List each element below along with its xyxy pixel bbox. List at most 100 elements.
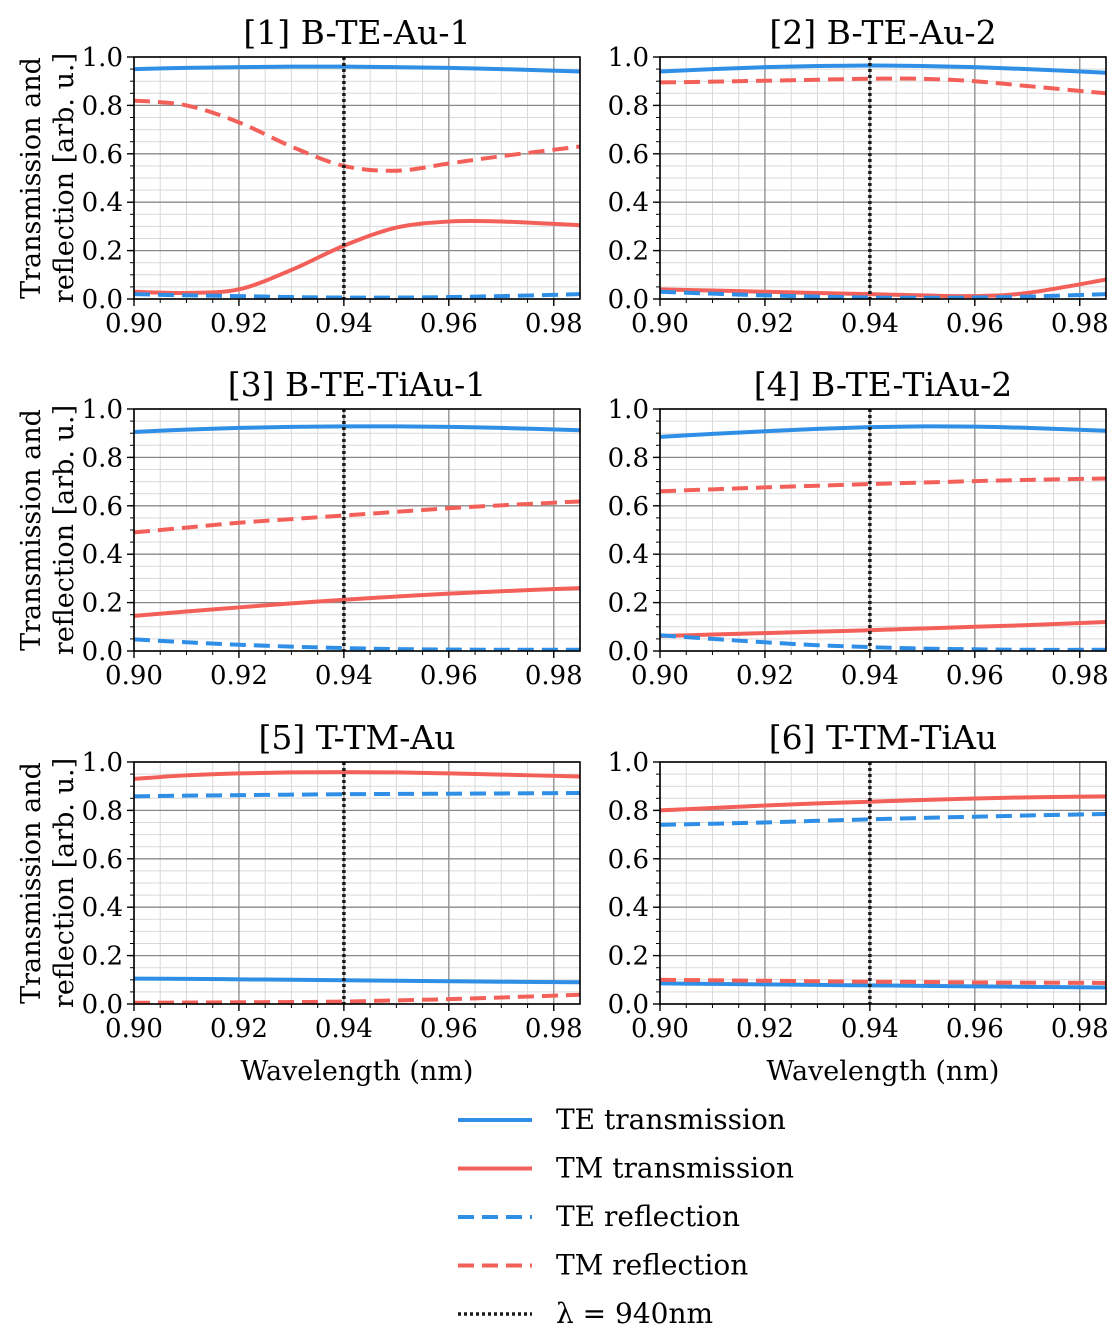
panel-title: [1] B-TE-Au-1 [243, 13, 470, 52]
y-tick-label: 0.4 [82, 188, 123, 218]
x-tick-label: 0.96 [946, 661, 1004, 691]
y-tick-label: 0.0 [82, 285, 123, 315]
series-line-tm-transmission [134, 770, 580, 781]
panel-title: [2] B-TE-Au-2 [769, 13, 996, 52]
panel-title: [5] T-TM-Au [258, 718, 455, 757]
y-tick-label: 1.0 [608, 395, 649, 425]
legend-item-te-reflection: TE reflection [458, 1200, 740, 1233]
y-tick-label: 0.8 [608, 443, 649, 473]
y-tick-label: 0.6 [82, 492, 123, 522]
series-line-te-transmission [134, 424, 580, 434]
x-tick-label: 0.90 [105, 1014, 163, 1044]
x-tick-label: 0.98 [1051, 661, 1109, 691]
x-tick-label: 0.90 [105, 661, 163, 691]
chart-panel-2: 0.90 0.92 0.94 0.96 0.98 0.0 0.2 0.4 0.6 0.8 1.0 [2… [608, 13, 1109, 339]
chart-panels: 0.90 0.92 0.94 0.96 0.98 0.0 0.2 0.4 0.6 0.8 1.0 [1… [16, 13, 1109, 1087]
x-tick-label: 0.98 [1051, 1014, 1109, 1044]
y-tick-label: 0.8 [82, 91, 123, 121]
series-line-tm-transmission [660, 619, 1106, 638]
x-tick-label: 0.92 [736, 1014, 794, 1044]
tick-marks [127, 761, 555, 1011]
series-line-tm-transmission [134, 218, 580, 296]
x-axis-label: Wavelength (nm) [767, 1056, 1000, 1087]
chart-panel-1: 0.90 0.92 0.94 0.96 0.98 0.0 0.2 0.4 0.6 0.8 1.0 [1… [16, 13, 583, 339]
x-tick-label: 0.96 [420, 309, 478, 339]
y-tick-label: 0.6 [608, 845, 649, 875]
y-tick-label: 0.2 [608, 589, 649, 619]
y-tick-label: 0.6 [82, 845, 123, 875]
x-tick-label: 0.98 [1051, 309, 1109, 339]
y-tick-label: 0.4 [608, 540, 649, 570]
y-tick-label: 0.2 [82, 942, 123, 972]
minor-grid [134, 57, 580, 299]
chart-panel-4: 0.90 0.92 0.94 0.96 0.98 0.0 0.2 0.4 0.6 0.8 1.0 [4… [608, 365, 1109, 691]
x-tick-label: 0.92 [210, 309, 268, 339]
y-tick-label: 1.0 [608, 43, 649, 73]
y-tick-label: 0.0 [82, 990, 123, 1020]
tick-marks [653, 761, 1081, 1011]
minor-grid [134, 409, 580, 651]
y-tick-label: 0.6 [608, 492, 649, 522]
legend-item-te-transmission: TE transmission [458, 1103, 786, 1136]
x-tick-label: 0.94 [315, 661, 373, 691]
y-tick-label: 0.0 [608, 285, 649, 315]
x-tick-label: 0.90 [631, 1014, 689, 1044]
series-line-te-reflection [134, 790, 580, 799]
y-tick-label: 0.8 [608, 91, 649, 121]
legend-label: TE transmission [556, 1103, 786, 1136]
legend-label: λ = 940nm [556, 1297, 713, 1330]
series-lines [660, 794, 1106, 990]
x-tick-label: 0.98 [525, 309, 583, 339]
x-tick-label: 0.92 [736, 661, 794, 691]
x-tick-label: 0.94 [841, 309, 899, 339]
y-axis-label: Transmission andreflection [arb. u.] [16, 758, 80, 1008]
x-tick-label: 0.94 [841, 1014, 899, 1044]
y-tick-label: 0.0 [82, 637, 123, 667]
x-tick-label: 0.94 [841, 661, 899, 691]
x-axis-label: Wavelength (nm) [241, 1056, 474, 1087]
series-line-tm-reflection [660, 476, 1106, 494]
series-line-tm-transmission [660, 277, 1106, 299]
series-line-tm-reflection [134, 992, 580, 1004]
y-tick-label: 1.0 [608, 748, 649, 778]
minor-grid [660, 409, 1106, 651]
x-tick-label: 0.90 [631, 661, 689, 691]
x-tick-label: 0.98 [525, 661, 583, 691]
series-line-te-transmission [660, 981, 1106, 990]
chart-panel-3: 0.90 0.92 0.94 0.96 0.98 0.0 0.2 0.4 0.6 0.8 1.0 [3… [16, 365, 583, 691]
legend-item-tm-transmission: TM transmission [458, 1152, 794, 1185]
panel-title: [4] B-TE-TiAu-2 [754, 365, 1013, 404]
series-line-te-reflection [660, 812, 1106, 827]
y-tick-label: 0.0 [608, 637, 649, 667]
series-line-te-transmission [134, 976, 580, 985]
y-tick-label: 0.8 [82, 443, 123, 473]
panel-title: [3] B-TE-TiAu-1 [228, 365, 487, 404]
y-tick-label: 0.4 [82, 893, 123, 923]
legend-item-tm-reflection: TM reflection [458, 1249, 748, 1282]
y-tick-label: 0.6 [608, 140, 649, 170]
y-tick-label: 1.0 [82, 395, 123, 425]
y-axis-label: Transmission andreflection [arb. u.] [16, 53, 80, 303]
minor-grid [660, 57, 1106, 299]
tick-marks [127, 56, 555, 306]
x-tick-label: 0.92 [736, 309, 794, 339]
x-tick-label: 0.92 [210, 661, 268, 691]
y-tick-label: 1.0 [82, 43, 123, 73]
series-lines [660, 424, 1106, 651]
panel-title: [6] T-TM-TiAu [769, 718, 997, 757]
x-tick-label: 0.96 [420, 1014, 478, 1044]
chart-panel-5: 0.90 0.92 0.94 0.96 0.98 0.0 0.2 0.4 0.6 0.8 1.0 [5… [16, 718, 583, 1087]
y-tick-label: 0.8 [608, 796, 649, 826]
x-tick-label: 0.98 [525, 1014, 583, 1044]
x-tick-label: 0.90 [105, 309, 163, 339]
x-tick-label: 0.96 [420, 661, 478, 691]
series-line-tm-transmission [660, 794, 1106, 813]
x-tick-label: 0.94 [315, 1014, 373, 1044]
series-line-tm-reflection [134, 98, 580, 173]
x-tick-label: 0.94 [315, 309, 373, 339]
legend-item--940nm: λ = 940nm [458, 1297, 713, 1330]
tick-marks [653, 408, 1081, 658]
x-tick-label: 0.96 [946, 1014, 1004, 1044]
y-tick-label: 0.0 [608, 990, 649, 1020]
